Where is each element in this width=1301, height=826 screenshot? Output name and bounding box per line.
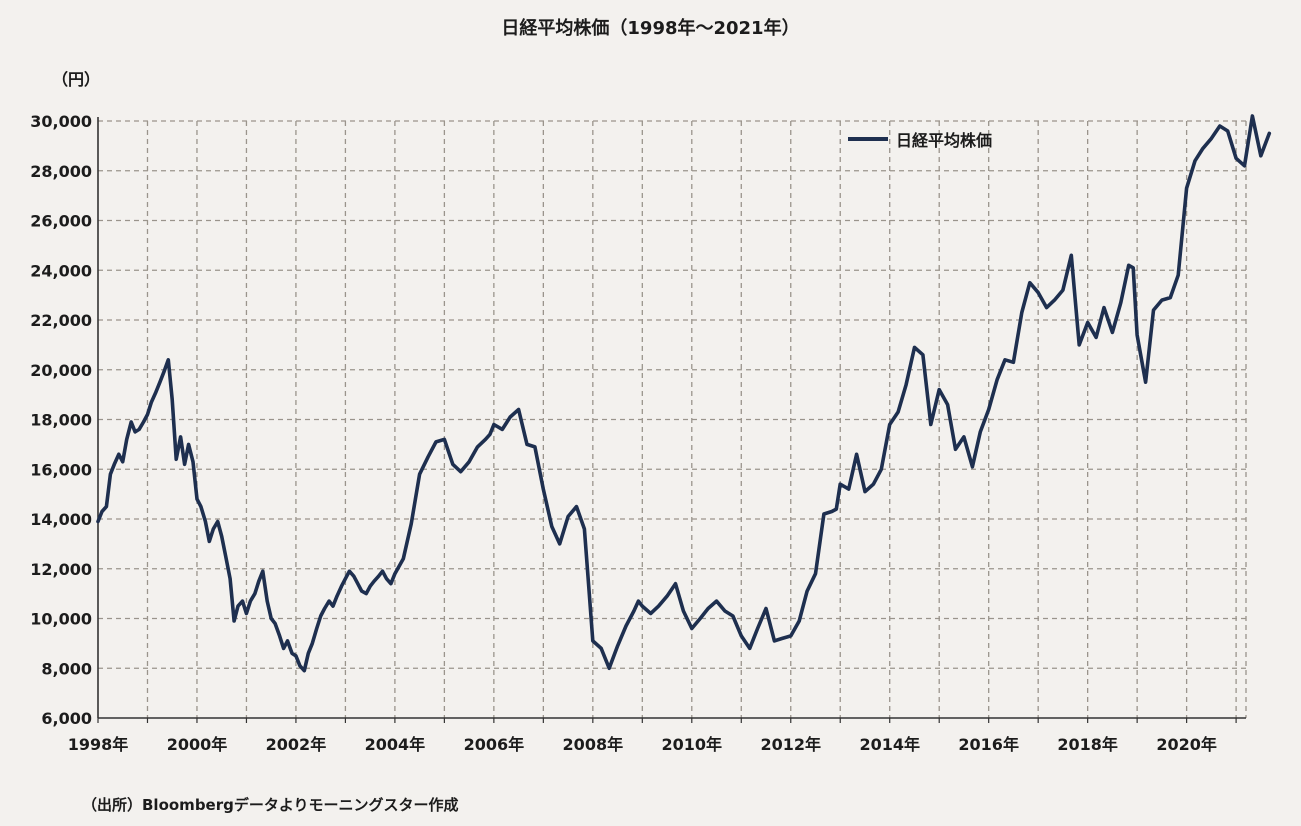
x-tick-label: 2002年 (266, 735, 327, 754)
y-tick-label: 18,000 (30, 411, 92, 430)
y-tick-label: 26,000 (30, 212, 92, 231)
y-tick-label: 24,000 (30, 261, 92, 280)
legend-label: 日経平均株価 (896, 131, 992, 150)
x-tick-label: 2000年 (167, 735, 228, 754)
source-note: （出所）Bloombergデータよりモーニングスター作成 (82, 796, 459, 814)
x-tick-label: 2006年 (464, 735, 525, 754)
x-tick-label: 2008年 (563, 735, 624, 754)
y-tick-label: 14,000 (30, 510, 92, 529)
y-tick-label: 8,000 (41, 659, 92, 678)
x-tick-label: 2016年 (958, 735, 1019, 754)
legend: 日経平均株価 (848, 131, 992, 150)
y-axis-unit-label: （円） (52, 70, 101, 89)
y-tick-label: 20,000 (30, 361, 92, 380)
x-tick-label: 2010年 (662, 735, 723, 754)
x-tick-label: 2014年 (859, 735, 920, 754)
y-tick-label: 16,000 (30, 460, 92, 479)
series-layer (96, 114, 1272, 673)
x-tick-label: 2018年 (1057, 735, 1118, 754)
x-tick-label: 2020年 (1156, 735, 1217, 754)
y-tick-label: 22,000 (30, 311, 92, 330)
x-axis-ticks: 1998年 2000年 2002年 2004年 2006年 2008年 2010年 2012年… (68, 718, 1237, 754)
y-tick-label: 6,000 (41, 709, 92, 728)
y-tick-label: 30,000 (30, 112, 92, 131)
y-axis-ticks: 6,000 8,000 10,000 12,000 14,000 16,000 18,000… (30, 112, 92, 728)
series-line (96, 114, 1272, 673)
y-tick-label: 12,000 (30, 560, 92, 579)
chart-title: 日経平均株価（1998年〜2021年） (501, 18, 800, 39)
x-tick-label: 2012年 (760, 735, 821, 754)
y-tick-label: 10,000 (30, 610, 92, 629)
y-tick-label: 28,000 (30, 162, 92, 181)
grid-lines (98, 120, 1247, 718)
x-tick-label: 2004年 (365, 735, 426, 754)
axes (97, 117, 1246, 719)
x-tick-label: 1998年 (68, 735, 129, 754)
